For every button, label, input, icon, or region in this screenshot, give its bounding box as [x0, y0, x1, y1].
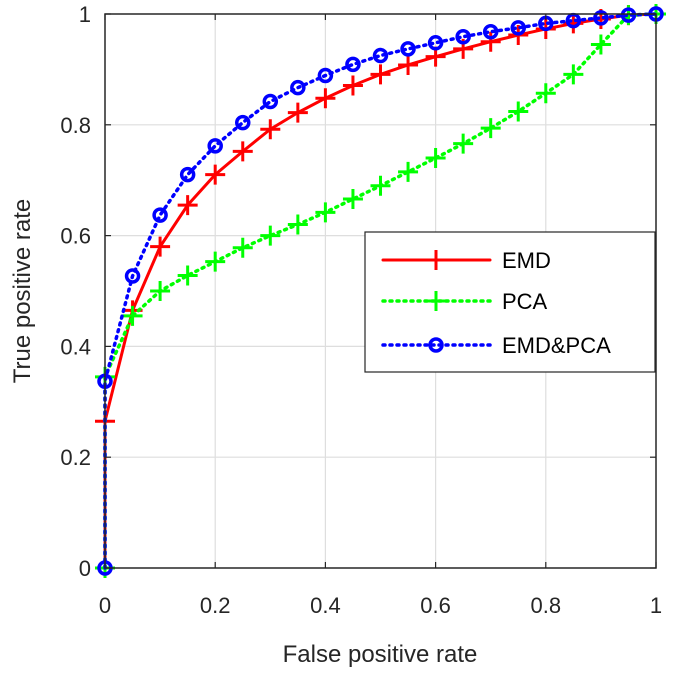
data-point-emd-pca [620, 7, 637, 23]
data-point-emd-pca [482, 23, 499, 40]
legend-swatch-marker [426, 291, 446, 311]
data-point-emd [205, 164, 226, 185]
x-axis-label: False positive rate [283, 641, 478, 668]
axes [104, 13, 657, 569]
legend-item-pca: PCA [381, 289, 548, 314]
data-point-pca [205, 251, 226, 272]
data-point-pca [425, 148, 446, 169]
legend-item-emd: EMD [381, 248, 551, 273]
data-point-emd [287, 102, 308, 123]
data-point-pca [535, 83, 556, 104]
y-tick-label: 0.8 [60, 113, 91, 138]
data-point-emd-pca [317, 67, 334, 84]
y-tick-label: 0.2 [60, 445, 91, 470]
x-tick-label: 0.6 [420, 593, 451, 618]
data-point-pca [563, 64, 584, 85]
data-point-emd-pca [593, 10, 609, 26]
legend: EMD PCA EMD&PCA [364, 231, 656, 373]
x-tick-label: 1 [650, 593, 662, 618]
y-tick-label: 1 [79, 2, 91, 27]
data-point-emd [260, 119, 281, 140]
data-point-emd-pca [207, 138, 223, 154]
data-point-emd-pca [455, 28, 471, 45]
data-point-emd-pca [290, 79, 306, 96]
data-point-pca [260, 225, 281, 246]
plot-frame [104, 13, 657, 569]
data-point-emd [480, 31, 501, 52]
data-point-pca [398, 161, 419, 182]
data-point-emd-pca [427, 35, 444, 51]
x-tick-label: 0 [99, 593, 111, 618]
data-point-pca [370, 175, 391, 196]
data-point-emd-pca [372, 47, 389, 64]
data-point-pca [315, 202, 336, 223]
data-point-pca [177, 265, 198, 286]
y-tick-label: 0 [79, 556, 91, 581]
legend-swatch-marker [426, 250, 446, 270]
data-point-emd [398, 54, 419, 75]
ticks: 0 0.2 0.4 0.6 0.8 1 0 0.2 0.4 0.6 0.8 1 [60, 2, 662, 618]
data-point-emd-pca [235, 114, 251, 131]
data-point-pca [232, 237, 253, 258]
legend-label: PCA [502, 289, 548, 314]
data-point-emd-pca [510, 20, 526, 36]
data-point-emd-pca [152, 207, 168, 223]
data-point-pca [590, 34, 611, 55]
series-line-emd-pca [103, 12, 658, 570]
data-point-pca [453, 133, 474, 154]
legend-label: EMD&PCA [502, 333, 611, 358]
data-point-pca [342, 189, 363, 210]
data-point-emd [150, 236, 171, 257]
data-point-emd [342, 75, 363, 96]
x-tick-label: 0.4 [310, 593, 341, 618]
data-point-emd [177, 195, 198, 216]
data-point-pca [150, 281, 171, 301]
y-tick-label: 0.4 [60, 334, 91, 359]
legend-swatch-marker [428, 337, 444, 353]
data-point-emd-pca [262, 93, 279, 110]
data-point-pca [480, 118, 501, 139]
series-line-pca [103, 12, 658, 570]
data-point-pca [508, 101, 529, 122]
data-point-emd [370, 64, 391, 85]
data-point-emd [232, 141, 253, 162]
data-point-emd-pca [124, 268, 141, 284]
y-tick-label: 0.6 [60, 224, 91, 249]
legend-item-emd-pca: EMD&PCA [381, 333, 611, 358]
x-tick-label: 0.8 [531, 593, 562, 618]
series-line-emd [103, 12, 658, 570]
data-point-pca [287, 214, 308, 235]
legend-label: EMD [502, 248, 551, 273]
data-point-pca [122, 305, 143, 326]
x-tick-label: 0.2 [200, 593, 231, 618]
data-point-emd-pca [179, 166, 196, 183]
data-point-emd [315, 88, 336, 109]
data-point-emd-pca [400, 41, 416, 57]
data-point-emd-pca [345, 56, 361, 73]
y-axis-label: True positive rate [9, 199, 36, 384]
